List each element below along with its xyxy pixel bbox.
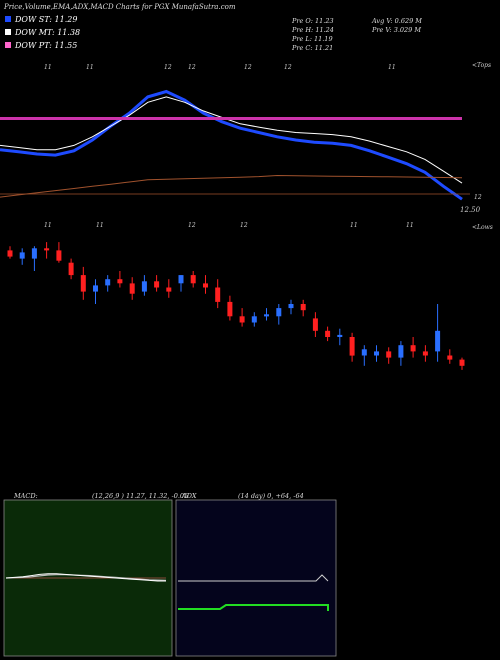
stat-close: Pre C: 11.21 [292,44,334,52]
candle-body [251,316,257,323]
candle-body [447,355,453,360]
candle-body [300,304,306,311]
candle-body [374,351,379,356]
candle-body [288,304,294,309]
legend-dow-pt: DOW PT: 11.55 [5,41,77,50]
candle-layer [7,242,465,370]
ema-layer [0,89,470,201]
candle-body [276,308,282,317]
ema-line-slow [0,174,463,198]
candle-body [215,287,221,302]
macd-line [5,573,166,582]
stat-avg-volume: Avg V: 0.629 M [372,17,422,25]
macd-label: MACD: [14,492,38,500]
candle-body [361,349,367,356]
candle-body [325,330,331,337]
candle-body [190,275,196,284]
candle-body [44,248,50,251]
adx-line [178,574,329,582]
macd-layer [5,573,167,582]
top-mark: 12 [188,64,196,71]
ema-line-1 [0,96,463,184]
low-mark: 12 [240,222,248,229]
legend-swatch-dow-mt [5,29,11,35]
legend-swatch-dow-st [5,16,11,22]
candle-body [105,279,111,286]
low-mark: 11 [406,222,414,229]
legend-dow-mt: DOW MT: 11.38 [5,28,80,37]
candle-body [264,314,269,317]
candle-body [227,301,233,317]
stat-high: Pre H: 11.24 [292,26,334,34]
candle-body [312,318,318,331]
low-mark: 11 [350,222,358,229]
candle-body [117,279,123,284]
top-mark: 11 [44,64,52,71]
tops-tag: <Tops [472,62,492,69]
candle-body [93,285,98,292]
legend-swatch-dow-pt [5,42,11,48]
top-mark: 12 [244,64,252,71]
stat-low: Pre L: 11.19 [292,35,333,43]
legend-label-dow-pt: DOW PT: 11.55 [15,41,78,50]
low-mark: 11 [44,222,52,229]
ema-line-0 [0,89,463,201]
adx-params: (14 day) 0, +64, -64 [238,492,304,500]
legend-label-dow-mt: DOW MT: 11.38 [15,28,81,37]
low-mark: 11 [96,222,104,229]
candle-body [80,275,86,292]
low-mark: 12 [188,222,196,229]
adx-layer [178,574,329,611]
chart-title: Price,Volume,EMA,ADX,MACD Charts for PGX… [4,3,236,11]
adx-plus-di-line [178,604,329,611]
legend-label-dow-st: DOW ST: 11.29 [15,15,78,24]
legend-dow-st: DOW ST: 11.29 [5,15,77,24]
candle-body [141,281,147,292]
candle-body [386,351,392,358]
candle-body [422,351,428,356]
price-level-label-2: 12.50 [460,206,481,214]
price-level-label: 12 [474,194,482,201]
candle-body [7,250,13,257]
adx-panel [175,499,337,657]
candle-body [435,330,441,352]
candle-body [349,337,355,356]
candle-body [239,316,245,323]
top-mark: 11 [86,64,94,71]
macd-params: (12,26,9 ) 11.27, 11.32, -0.05 [92,492,189,500]
candle-body [129,283,135,294]
candle-body [337,334,343,337]
stat-prev-volume: Pre V: 3.029 M [372,26,422,34]
top-mark: 12 [284,64,292,71]
candle-body [166,287,172,292]
candle-body [19,252,25,259]
candle-body [68,262,74,276]
candle-body [398,345,404,358]
adx-label: ADX [182,492,197,500]
lows-tag: <Lows [472,224,493,231]
candle-body [178,275,184,284]
candle-body [459,359,465,366]
top-mark: 12 [164,64,172,71]
candle-body [56,250,62,261]
candle-body [410,345,416,352]
candle-body [154,281,160,288]
top-mark: 11 [388,64,396,71]
candle-body [203,283,208,288]
candle-body [31,248,37,259]
stat-open: Pre O: 11.23 [292,17,334,25]
